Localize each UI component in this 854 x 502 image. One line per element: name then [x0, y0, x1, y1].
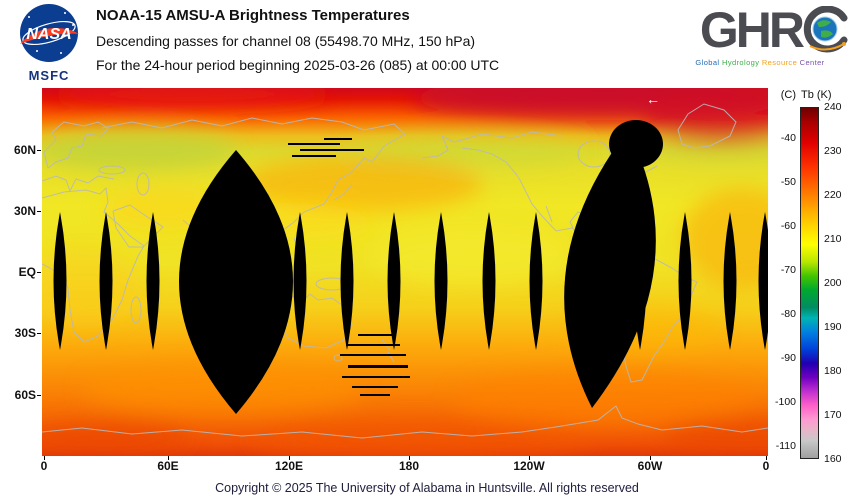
y-axis-label: 60N: [13, 143, 36, 157]
colorbar-c-label: -110: [775, 440, 796, 452]
colorbar-c-label: -80: [780, 308, 796, 320]
plot-header: NOAA-15 AMSU-A Brightness Temperatures D…: [96, 7, 499, 81]
plot-title: NOAA-15 AMSU-A Brightness Temperatures: [96, 7, 410, 24]
y-axis-tick: [37, 333, 41, 334]
colorbar-c-label: -70: [780, 264, 796, 276]
ghrc-globe-c-icon: [803, 6, 848, 53]
colorbar-unit-kelvin: Tb (K): [801, 89, 832, 101]
y-axis-label: 30N: [13, 204, 36, 218]
temperature-patches: [12, 76, 822, 462]
ghrc-tagline-word: Resource: [761, 58, 798, 67]
x-axis-tick: [168, 456, 169, 460]
plot-period: For the 24-hour period beginning 2025-03…: [96, 57, 500, 73]
colorbar-k-label: 180: [824, 365, 842, 377]
x-axis-label: 0: [40, 459, 48, 473]
colorbar-k-label: 160: [824, 453, 842, 465]
colorbar-c-label: -50: [780, 176, 796, 188]
colorbar-c-label: -40: [780, 132, 796, 144]
ghrc-tagline-word: Global: [695, 58, 720, 67]
y-axis-label: 30S: [14, 326, 36, 340]
colorbar-unit-celsius: (C): [780, 89, 796, 101]
ghrc-logo[interactable]: GHR Global Hydrology Resource Center: [672, 2, 848, 67]
plot-subtitle: Descending passes for channel 08 (55498.…: [96, 33, 476, 49]
pass-direction-arrow-icon: ←: [646, 91, 660, 107]
y-axis-tick: [37, 211, 41, 212]
y-axis-label: 60S: [14, 388, 36, 402]
x-axis-label: 60W: [637, 459, 663, 473]
x-axis-label: 0: [762, 459, 770, 473]
x-axis-tick: [409, 456, 410, 460]
x-axis-tick: [529, 456, 530, 460]
y-axis-tick: [37, 395, 41, 396]
y-axis-tick: [37, 272, 41, 273]
colorbar-k-label: 170: [824, 409, 842, 421]
y-axis-label: EQ: [18, 265, 36, 279]
ghrc-tagline-word: Center: [799, 58, 825, 67]
x-axis-label: 120W: [513, 459, 545, 473]
colorbar-c-label: -90: [780, 352, 796, 364]
nasa-msfc-logo[interactable]: NASA MSFC: [8, 3, 90, 83]
nasa-logo-text: NASA: [26, 26, 71, 43]
x-axis-label: 180: [398, 459, 420, 473]
map-plot: [12, 76, 822, 462]
x-axis-label: 60E: [157, 459, 179, 473]
x-axis-tick: [766, 456, 767, 460]
msfc-label: MSFC: [28, 68, 70, 83]
data-gap-swaths: [53, 120, 772, 414]
ghrc-letters: GHR: [699, 2, 805, 58]
x-axis-tick: [44, 456, 45, 460]
colorbar-k-label: 220: [824, 189, 842, 201]
x-axis-tick: [650, 456, 651, 460]
x-axis-label: 120E: [274, 459, 304, 473]
colorbar-k-label: 230: [824, 145, 842, 157]
colorbar-c-label: -100: [774, 396, 796, 408]
ghrc-tagline-word: Hydrology: [722, 58, 760, 67]
dropout-streaks: [288, 138, 410, 396]
colorbar-scale: [800, 107, 819, 459]
colorbar-k-label: 210: [824, 233, 842, 245]
nasa-swoosh-icon: [20, 28, 79, 44]
y-axis-tick: [37, 150, 41, 151]
ghrc-tagline: Global Hydrology Resource Center: [672, 58, 848, 67]
colorbar-k-label: 200: [824, 277, 842, 289]
colorbar-k-label: 240: [824, 101, 842, 113]
copyright-notice: Copyright © 2025 The University of Alaba…: [215, 481, 639, 495]
nasa-meatball-icon: NASA: [20, 4, 79, 62]
colorbar-k-label: 190: [824, 321, 842, 333]
colorbar-c-label: -60: [780, 220, 796, 232]
brightness-temperature-map: [12, 76, 822, 462]
x-axis-tick: [289, 456, 290, 460]
